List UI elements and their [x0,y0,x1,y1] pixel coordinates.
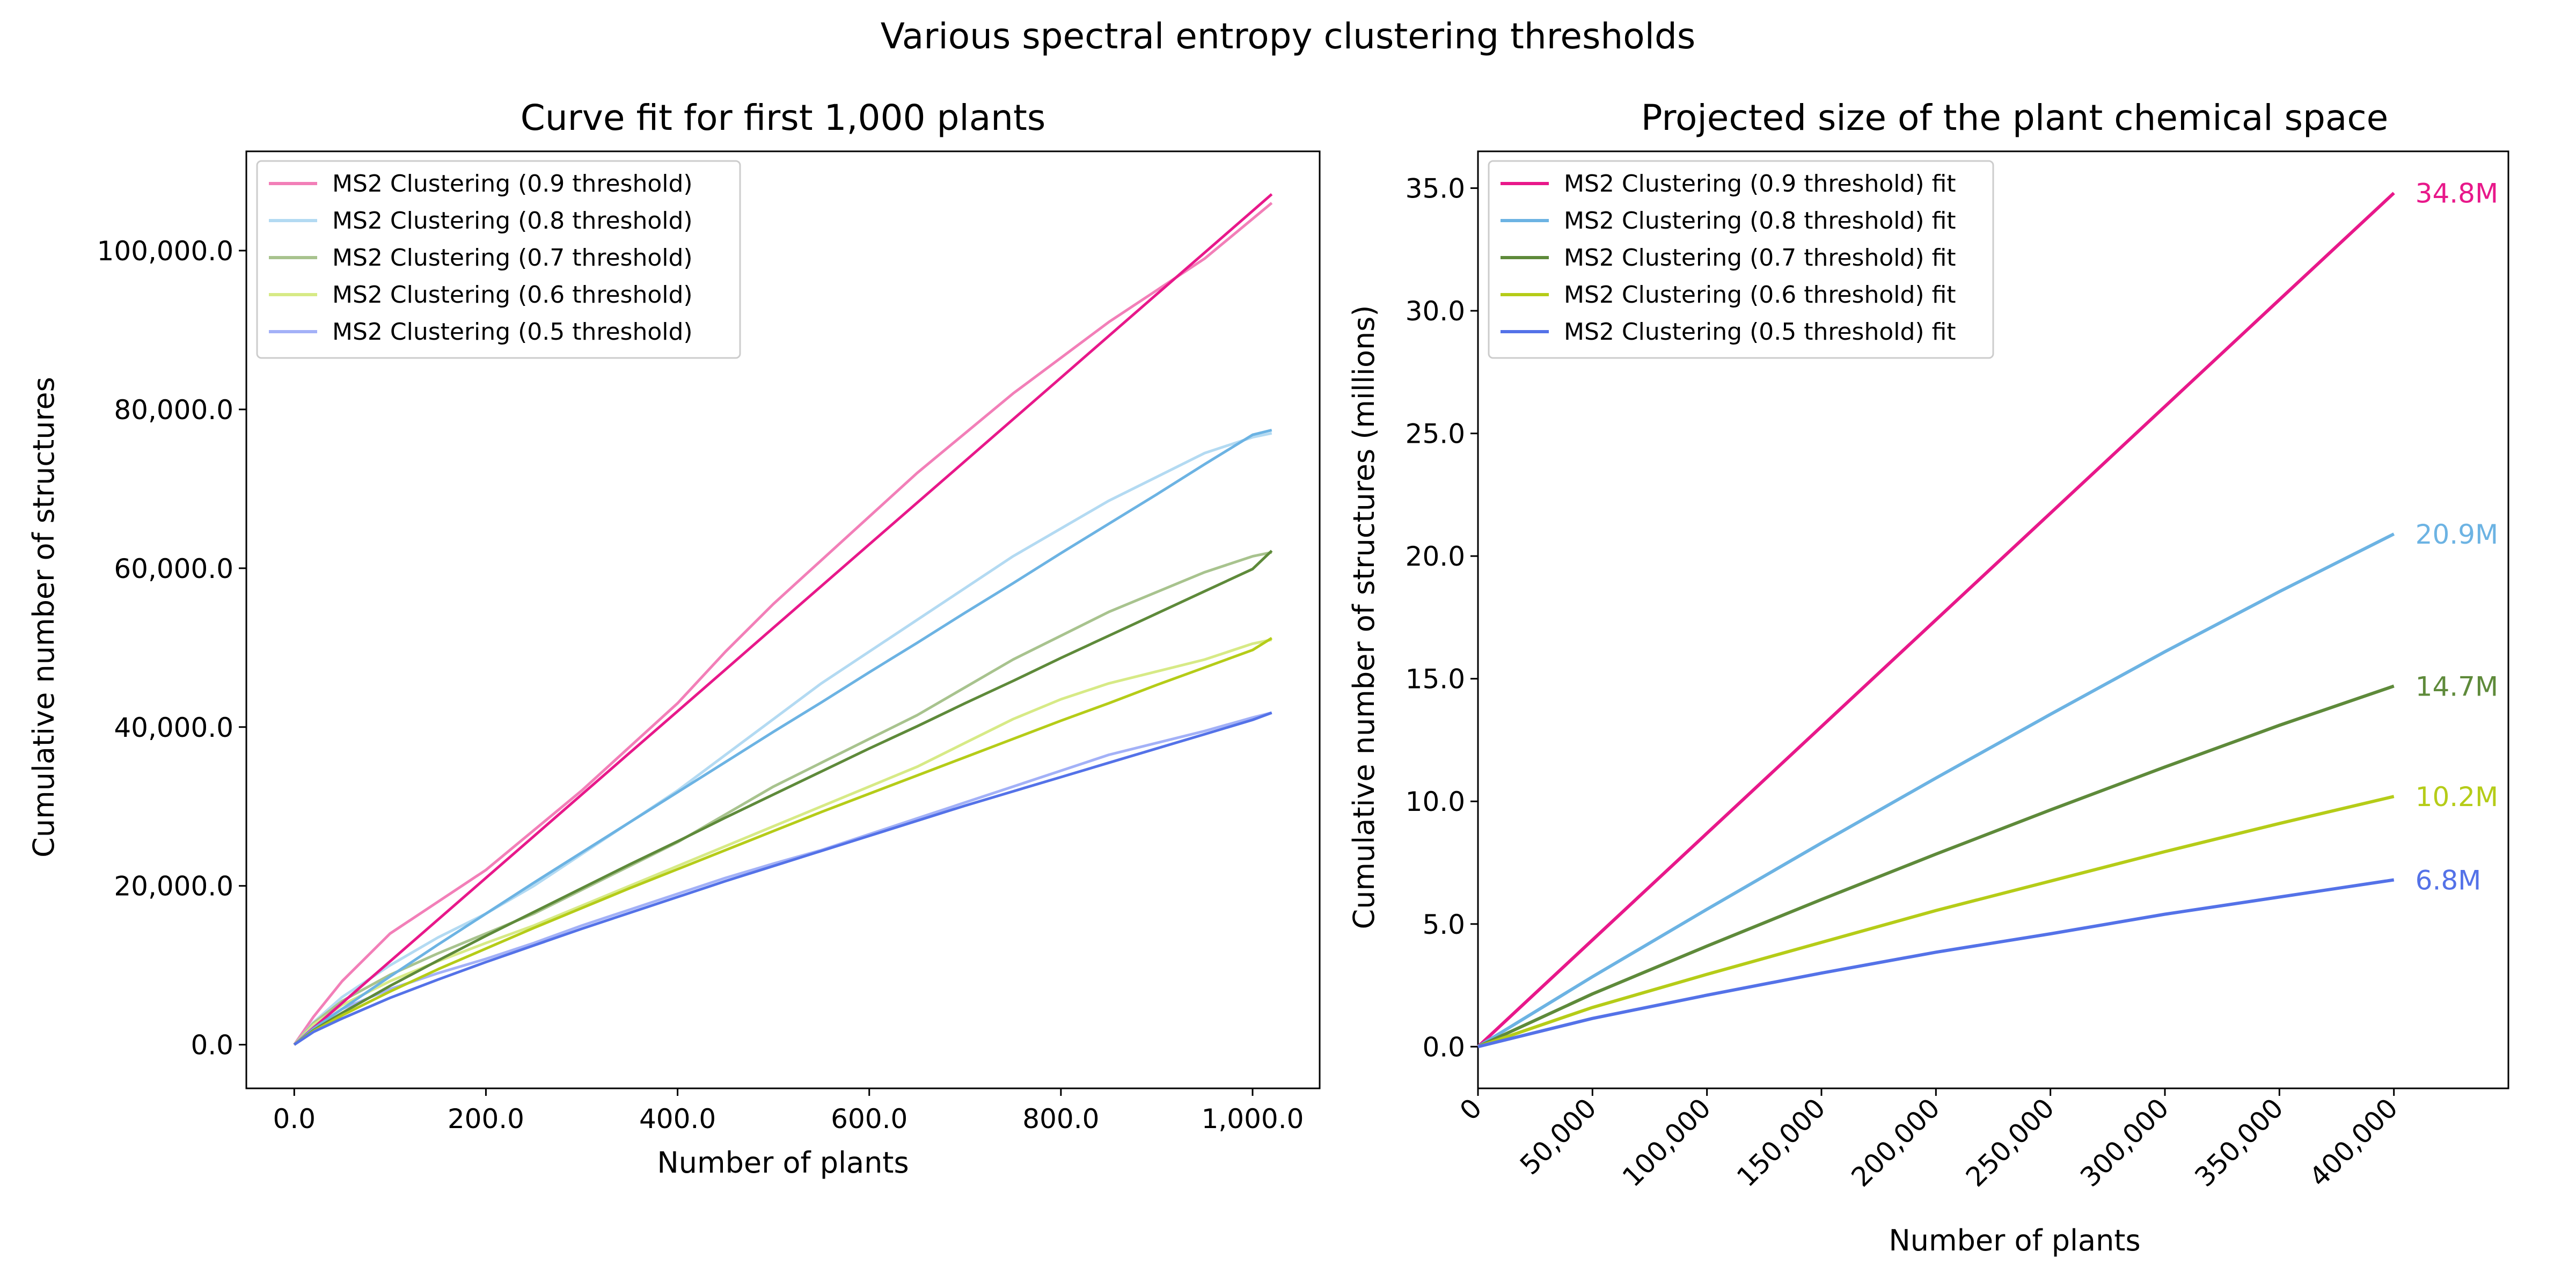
left-y-tick-label: 60,000.0 [114,553,233,584]
right-end-label-2: 20.9M [2416,519,2498,550]
right-end-label-1: 34.8M [2416,178,2498,209]
right-legend-label-3: MS2 Clustering (0.7 threshold) fit [1564,244,1956,272]
right-legend-label-4: MS2 Clustering (0.6 threshold) fit [1564,281,1956,309]
left-legend-label-2: MS2 Clustering (0.8 threshold) [332,207,693,235]
right-chart-title: Projected size of the plant chemical spa… [1641,97,2389,138]
right-series-line-2 [1477,532,2395,1048]
right-y-tick-label: 0.0 [1422,1031,1465,1063]
right-legend: MS2 Clustering (0.9 threshold) fit MS2 Cl… [1488,160,1994,359]
left-observed-line-1 [293,202,1273,1046]
left-chart-title: Curve fit for first 1,000 plants [521,97,1046,138]
left-legend: MS2 Clustering (0.9 threshold) MS2 Cluste… [256,160,741,359]
right-y-tick-label: 15.0 [1406,664,1465,695]
left-y-tick-label: 0.0 [191,1030,233,1061]
left-x-axis-label: Number of plants [657,1146,909,1180]
right-legend-label-2: MS2 Clustering (0.8 threshold) fit [1564,207,1956,235]
left-x-tick-label: 400.0 [639,1103,716,1135]
left-observed-line-5 [293,711,1272,1046]
left-plot-area: 0.0 200.0 400.0 600.0 800.0 1,000.0 0.0 20,000.… [97,150,1321,1135]
left-y-tick-label: 40,000.0 [114,712,233,743]
left-y-tick-label: 20,000.0 [114,871,233,902]
right-x-axis-label: Number of plants [1889,1224,2140,1257]
right-y-tick-label: 10.0 [1406,786,1465,817]
right-y-tick-label: 35.0 [1406,173,1465,204]
right-y-tick-label: 20.0 [1406,541,1465,572]
left-legend-label-1: MS2 Clustering (0.9 threshold) [332,170,693,197]
left-x-tick-label: 800.0 [1022,1103,1099,1135]
right-axes-frame [1477,150,2509,1089]
right-y-tick-label: 25.0 [1406,419,1465,450]
left-x-tick-label: 1,000.0 [1202,1103,1304,1135]
left-legend-box [256,160,741,359]
left-x-tick-label: 0.0 [273,1103,316,1135]
left-legend-label-5: MS2 Clustering (0.5 threshold) [332,318,693,346]
left-observed-line-3 [293,551,1272,1046]
right-y-axis-label: Cumulative number of structures (million… [1347,305,1381,929]
figure-title: Various spectral entropy clustering thre… [881,16,1695,57]
left-fit-line-2 [293,428,1272,1046]
right-legend-box [1488,160,1994,359]
left-fit-line-4 [293,636,1273,1046]
right-series-line-5 [1477,878,2395,1049]
right-series-line-4 [1477,795,2395,1049]
right-series-line-1 [1476,192,2395,1048]
left-fit-line-3 [293,550,1273,1046]
left-observed-line-2 [293,431,1272,1046]
left-legend-label-3: MS2 Clustering (0.7 threshold) [332,244,693,272]
right-end-label-5: 6.8M [2416,865,2482,896]
right-end-label-3: 14.7M [2416,671,2498,702]
left-fit-line-1 [293,193,1273,1046]
right-end-label-4: 10.2M [2416,781,2498,813]
right-legend-label-5: MS2 Clustering (0.5 threshold) fit [1564,318,1956,346]
left-chart-panel: Curve fit for first 1,000 plants Number … [27,97,1321,1180]
right-legend-label-1: MS2 Clustering (0.9 threshold) fit [1564,170,1956,197]
left-fit-line-5 [293,711,1272,1046]
left-axes-frame [245,150,1321,1089]
right-y-tick-label: 5.0 [1422,909,1465,940]
left-legend-label-4: MS2 Clustering (0.6 threshold) [332,281,693,309]
right-y-tick-label: 30.0 [1406,296,1465,327]
left-x-tick-label: 600.0 [831,1103,908,1135]
left-x-tick-label: 200.0 [448,1103,524,1135]
right-series-line-3 [1477,684,2395,1049]
left-y-tick-label: 100,000.0 [97,236,233,267]
left-y-tick-label: 80,000.0 [114,394,233,426]
left-y-axis-label: Cumulative number of structures [27,377,61,858]
